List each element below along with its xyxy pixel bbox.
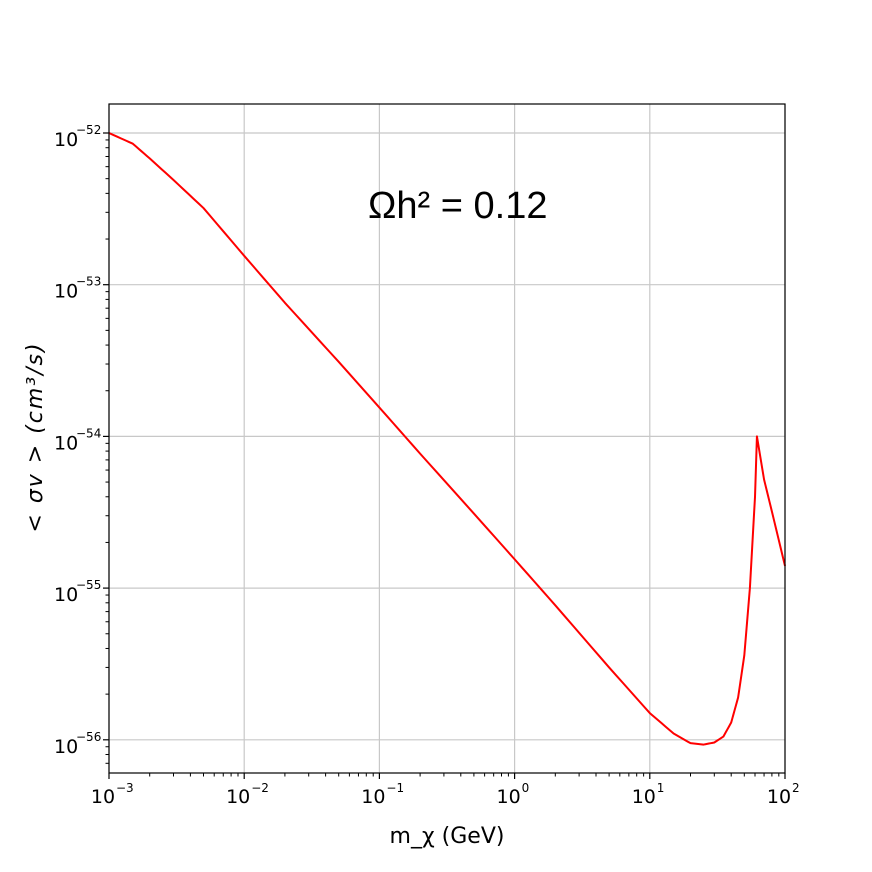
series-layer bbox=[108, 132, 786, 746]
y-tick-label: 10 bbox=[54, 432, 78, 454]
x-tick-label: 10 bbox=[91, 786, 115, 808]
y-tick-label: 10 bbox=[54, 281, 78, 303]
plot-frame bbox=[108, 103, 786, 774]
x-tick-exponent: 1 bbox=[657, 781, 665, 795]
x-tick-exponent: −3 bbox=[116, 781, 134, 795]
x-tick-exponent: 0 bbox=[522, 781, 530, 795]
x-tick-exponent: 2 bbox=[792, 781, 800, 795]
x-tick-exponent: −1 bbox=[386, 781, 404, 795]
x-tick-label: 10 bbox=[497, 786, 521, 808]
tick-layer: 10 −3 10 −2 10 −1 10 0 10 1 10 210−5210−5310−5410−5… bbox=[54, 123, 800, 808]
y-tick-label: 10 bbox=[54, 736, 78, 758]
x-tick-label: 10 bbox=[226, 786, 250, 808]
y-tick-exponent: −55 bbox=[76, 578, 101, 592]
series-line bbox=[108, 132, 786, 746]
x-tick-exponent: −2 bbox=[251, 781, 269, 795]
x-tick-label: 10 bbox=[632, 786, 656, 808]
x-tick-label: 10 bbox=[361, 786, 385, 808]
y-tick-label: 10 bbox=[54, 584, 78, 606]
x-tick-label: 10 bbox=[767, 786, 791, 808]
y-tick-exponent: −54 bbox=[76, 426, 101, 440]
y-tick-exponent: −53 bbox=[76, 275, 101, 289]
x-axis-label: m_χ (GeV) bbox=[390, 824, 505, 849]
y-axis-label: < σv > (cm³/s) bbox=[23, 341, 48, 532]
y-tick-label: 10 bbox=[54, 129, 78, 151]
annotation-text: Ωh² = 0.12 bbox=[368, 185, 547, 227]
y-tick-exponent: −52 bbox=[76, 123, 101, 137]
y-tick-exponent: −56 bbox=[76, 730, 101, 744]
